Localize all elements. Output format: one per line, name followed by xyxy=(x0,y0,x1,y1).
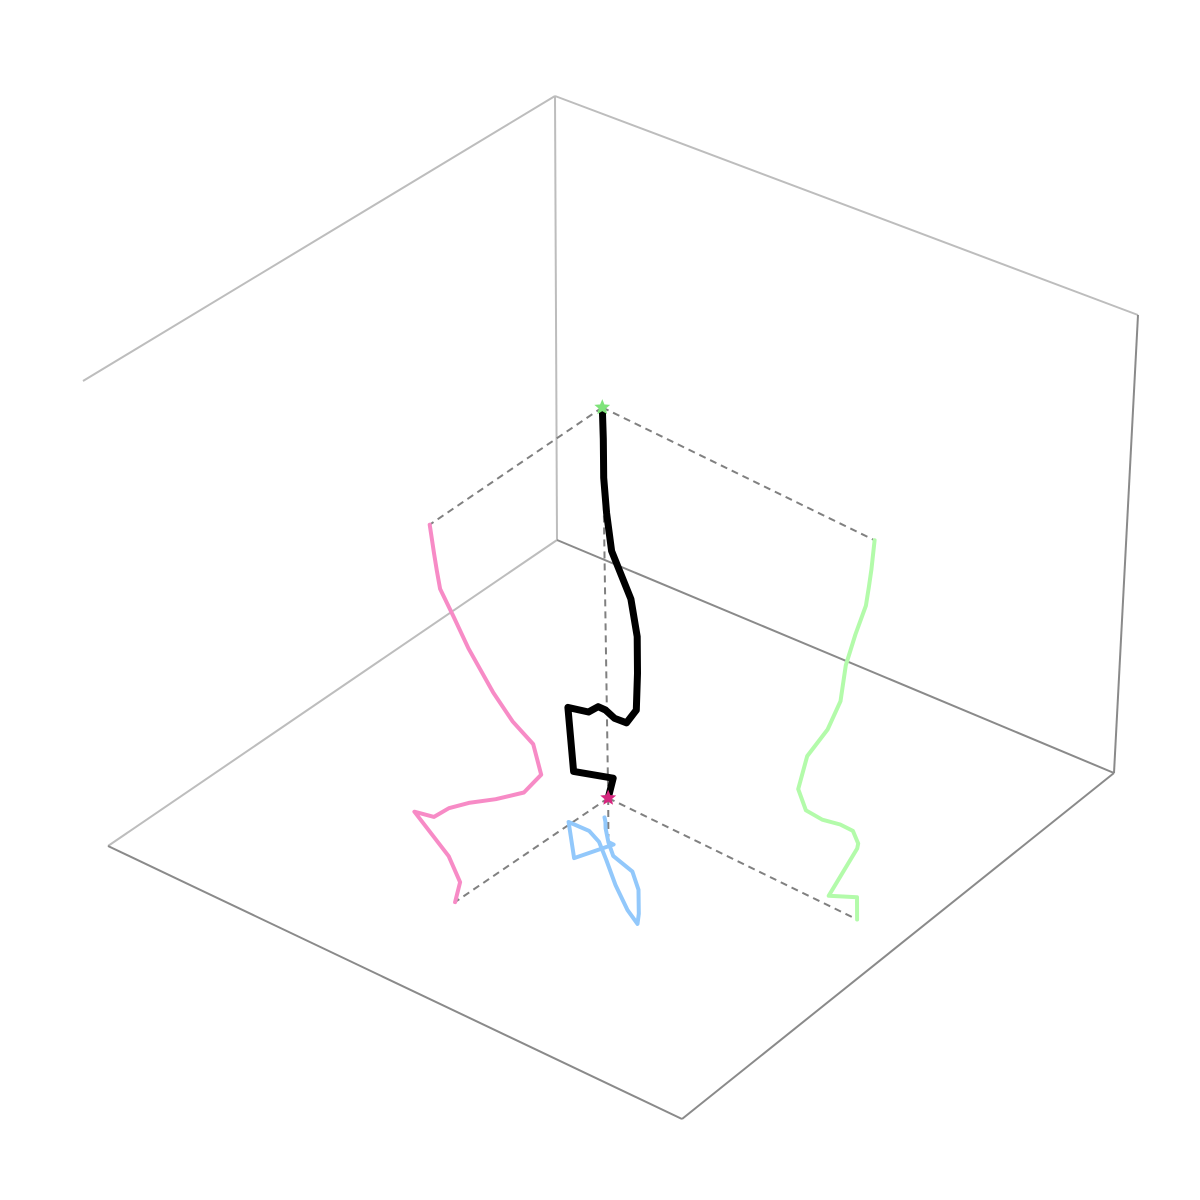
axis-edge-back-1 xyxy=(82,95,556,382)
trajectory-line xyxy=(564,403,641,802)
axis-edge-front-0 xyxy=(556,539,1115,774)
trajectory-layer xyxy=(564,403,641,802)
axis-edge-front-1 xyxy=(107,845,683,1120)
guide-end-to-yz xyxy=(601,406,876,542)
axis-edge-front-3 xyxy=(1113,314,1139,774)
axes-box xyxy=(82,95,1139,1120)
guide-lines xyxy=(429,406,876,921)
guide-start-to-yz xyxy=(607,797,858,921)
guide-end-to-xz xyxy=(429,406,603,526)
projections xyxy=(412,522,877,926)
projection-yz-line xyxy=(796,538,877,922)
axis-edge-back-2 xyxy=(554,95,1139,316)
axis-edge-back-0 xyxy=(554,95,558,541)
guide-start-to-xz xyxy=(454,797,609,903)
axis-edge-front-2 xyxy=(681,772,1115,1120)
axis-edge-back-3 xyxy=(107,539,558,847)
projection-xy-line xyxy=(566,815,641,926)
marker-start xyxy=(600,789,617,805)
projection-xz-line xyxy=(412,522,544,905)
markers xyxy=(594,399,617,805)
marker-end xyxy=(594,399,611,415)
